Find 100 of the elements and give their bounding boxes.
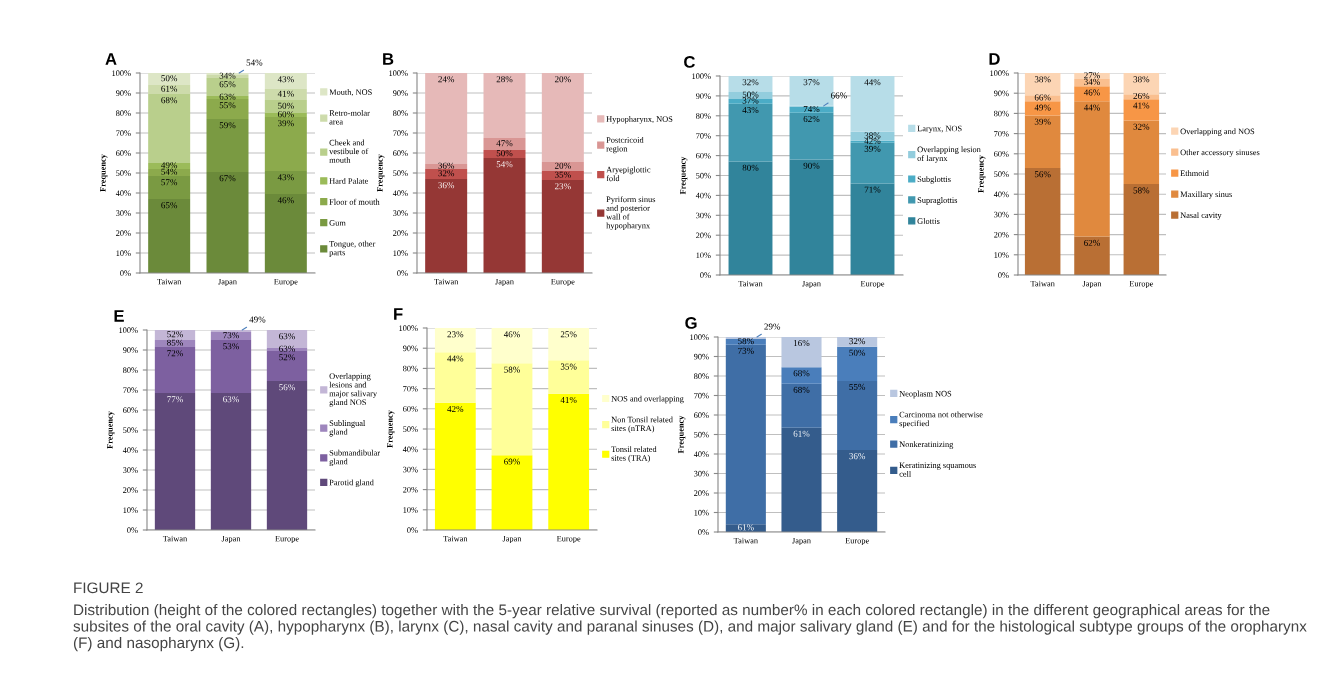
annotation: 26% xyxy=(1133,92,1150,100)
bar xyxy=(850,142,895,184)
y-tick-label: 80% xyxy=(123,367,138,373)
annotation: 24% xyxy=(438,76,455,83)
annotation: 34% xyxy=(219,72,236,79)
y-tick-label: 20% xyxy=(994,231,1009,238)
legend-label: Maxillary sinus xyxy=(1180,191,1232,199)
annotation: 42% xyxy=(864,137,881,144)
annotation: 55% xyxy=(849,383,866,390)
annotation: 67% xyxy=(219,175,236,182)
chart-title: C xyxy=(684,56,695,68)
y-tick-label: 80% xyxy=(694,373,709,379)
legend-label: Subglottis xyxy=(917,176,951,184)
annotation: 23% xyxy=(447,331,464,338)
annotation: 49% xyxy=(161,162,178,169)
bar xyxy=(264,100,307,113)
annotation: 55% xyxy=(219,102,236,109)
annotation: 29% xyxy=(764,323,781,330)
chart-title: D xyxy=(989,53,1000,65)
annotation: 27% xyxy=(1084,72,1100,79)
annotation: 74% xyxy=(803,106,820,113)
bar xyxy=(725,338,766,345)
legend-label: Tongue, other parts xyxy=(329,240,376,257)
y-tick-label: 70% xyxy=(123,387,138,393)
annotation: 36% xyxy=(438,182,455,189)
annotation: 39% xyxy=(1034,118,1051,125)
bar xyxy=(837,337,878,347)
annotation: 50% xyxy=(278,102,294,109)
y-tick-label: 30% xyxy=(694,470,709,477)
y-tick-label: 20% xyxy=(694,490,709,496)
x-tick-label: Japan xyxy=(218,278,237,287)
y-tick-label: 50% xyxy=(696,172,711,179)
legend-label: Sublingual gland xyxy=(329,420,366,437)
bar xyxy=(1074,73,1110,80)
y-tick-label: 10% xyxy=(116,250,131,256)
bar xyxy=(148,85,191,94)
bar xyxy=(154,330,196,340)
annotation: 52% xyxy=(279,354,295,361)
bar xyxy=(1074,236,1110,275)
bar xyxy=(1074,86,1110,102)
annotation: 63% xyxy=(223,396,239,403)
annotation: 58% xyxy=(504,366,520,373)
y-tick-label: 90% xyxy=(693,353,709,360)
y-tick-label: 40% xyxy=(392,190,408,196)
annotation: 52% xyxy=(167,331,183,338)
legend-label: Ethmoid xyxy=(1180,170,1209,177)
bar xyxy=(206,99,249,119)
y-tick-label: 20% xyxy=(393,230,408,236)
y-tick-label: 60% xyxy=(696,152,711,159)
y-tick-label: 20% xyxy=(403,486,418,493)
annotation: 37% xyxy=(742,97,759,104)
annotation: 50% xyxy=(496,150,513,157)
legend-label: NOS and overlapping xyxy=(611,395,684,404)
bar xyxy=(548,328,590,361)
bar xyxy=(781,367,822,384)
y-tick-label: 70% xyxy=(403,385,418,392)
legend-label: Supraglottis xyxy=(917,197,958,205)
y-tick-label: 10% xyxy=(694,509,709,516)
legend-label: Larynx, NOS xyxy=(917,125,962,133)
y-axis-title: Frequency xyxy=(100,154,108,192)
y-tick-label: 100% xyxy=(119,327,138,333)
y-tick-label: 80% xyxy=(393,110,408,116)
y-tick-label: 70% xyxy=(393,130,408,136)
legend-label: Parotid gland xyxy=(329,479,374,488)
bar xyxy=(548,360,590,394)
y-tick-label: 60% xyxy=(123,407,138,413)
annotation: 63% xyxy=(279,345,295,352)
x-tick-label: Japan xyxy=(495,278,514,287)
bar xyxy=(483,73,526,138)
legend-label: Postcricoid region xyxy=(606,136,644,154)
bar xyxy=(210,340,252,393)
y-tick-label: 60% xyxy=(393,150,408,156)
annotation: 50% xyxy=(161,75,178,82)
legend-label: Overlapping lesions and major salivary gland NOS xyxy=(329,372,378,407)
bar xyxy=(725,344,766,525)
annotation: 54% xyxy=(161,168,178,175)
y-tick-label: 50% xyxy=(123,427,138,433)
annotation: 69% xyxy=(504,458,520,465)
legend-label: Overlapping and NOS xyxy=(1180,128,1255,136)
annotation: 36% xyxy=(438,162,455,169)
bar xyxy=(541,162,584,171)
legend-label: Nonkeratinizing xyxy=(899,441,954,449)
annotation: 44% xyxy=(447,355,464,362)
annotation: 38% xyxy=(1133,76,1150,83)
bar xyxy=(483,158,526,273)
annotation: 61% xyxy=(737,524,754,531)
bar xyxy=(789,159,834,275)
text: Distribution (height of the colored rectangles) together with the 5-year relative survival (reported as number% in each colored rectangle) in the different geographical areas for the subsites of the oral cavity (A), hypopharynx (B), larynx (C), nasal cavity and paranal sinuses (D), and major salivary gland (E) and for the histological subtype groups of the oropharynx (F) and nasopharynx (G). xyxy=(73,604,1307,652)
bar xyxy=(541,180,584,273)
y-tick-label: 10% xyxy=(696,252,711,259)
y-tick-label: 10% xyxy=(994,252,1009,258)
y-tick-label: 0% xyxy=(397,270,408,276)
x-tick-label: Europe xyxy=(1129,280,1154,289)
chart-title: F xyxy=(394,308,403,320)
bar xyxy=(1024,167,1061,275)
annotation: 54% xyxy=(246,59,263,66)
annotation: 73% xyxy=(738,347,754,354)
y-tick-label: 20% xyxy=(696,232,711,239)
y-tick-label: 0% xyxy=(700,272,711,278)
bar xyxy=(264,117,307,171)
